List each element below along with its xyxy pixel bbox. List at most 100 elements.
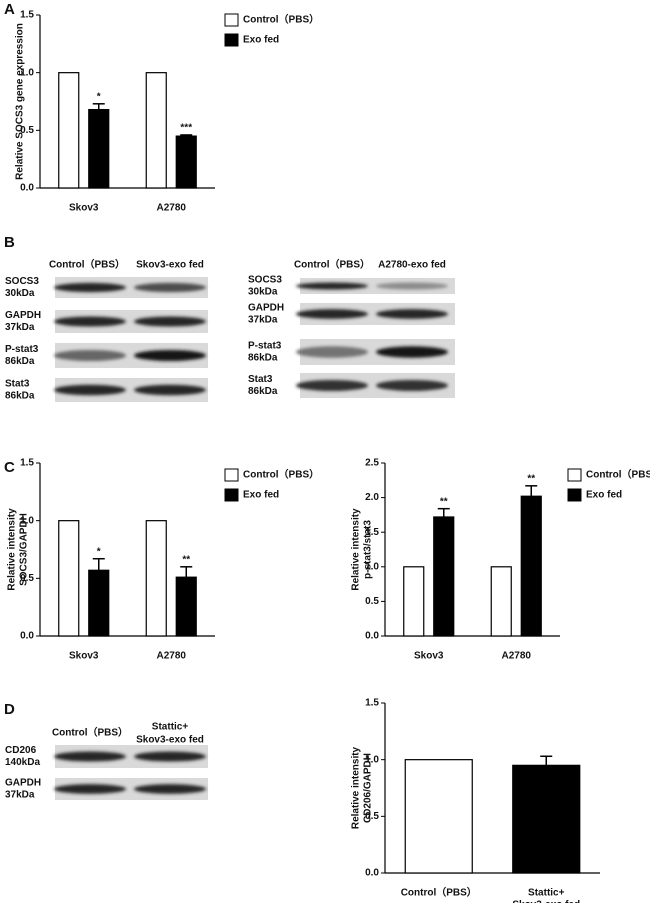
- blot-band: [296, 380, 368, 391]
- blot-column-label: Skov3-exo fed: [136, 260, 204, 271]
- legend-label: Exo fed: [243, 35, 279, 46]
- blot-column-label: Skov3-exo fed: [136, 735, 204, 746]
- legend-swatch: [224, 488, 239, 502]
- blot-band: [296, 346, 368, 358]
- blot-band: [54, 316, 126, 327]
- blot-band: [376, 346, 448, 358]
- bar: [145, 72, 167, 189]
- y-tick-label: 0.0: [365, 631, 379, 642]
- blot-band: [54, 751, 126, 762]
- blot-strip: [55, 310, 208, 333]
- bar: [520, 495, 542, 637]
- blot-row-label: SOCS3: [248, 275, 282, 286]
- bar: [175, 576, 197, 637]
- y-tick-label: 1.0: [20, 515, 34, 526]
- blot-band: [134, 784, 206, 794]
- blot-row-label: 37kDa: [5, 322, 35, 333]
- y-axis-label: Relative intensity: [351, 746, 362, 829]
- bar: [58, 520, 80, 637]
- legend-label: Control（PBS）: [586, 468, 650, 481]
- y-tick-label: 0.5: [365, 596, 379, 607]
- blot-row-label: 86kDa: [5, 356, 35, 367]
- panel-letter: D: [4, 701, 15, 718]
- blot-band: [54, 384, 126, 396]
- bar: [512, 764, 581, 874]
- legend-swatch: [567, 488, 582, 502]
- significance-label: **: [182, 554, 190, 565]
- y-axis-label: SOCS3/GAPDH: [19, 513, 30, 586]
- y-axis-label: p-stat3/stat3: [363, 520, 374, 579]
- blot-band: [54, 282, 126, 293]
- panel-letter: A: [4, 1, 15, 18]
- blot-row-label: Stat3: [5, 379, 30, 390]
- bar: [145, 520, 167, 637]
- x-tick-label: Control（PBS）: [401, 886, 477, 899]
- blot-row-label: 37kDa: [5, 790, 35, 801]
- significance-label: **: [440, 496, 448, 507]
- blot-band: [296, 309, 368, 319]
- blot-band: [134, 316, 206, 327]
- bar: [490, 566, 512, 637]
- legend-swatch: [224, 33, 239, 47]
- y-tick-label: 1.5: [20, 458, 34, 469]
- significance-label: *: [97, 546, 101, 557]
- blot-row-label: Stat3: [248, 374, 273, 385]
- x-tick-label: Skov3: [414, 651, 444, 662]
- blot-row-label: 86kDa: [248, 386, 278, 397]
- legend-label: Control（PBS）: [243, 13, 319, 26]
- blot-strip: [55, 277, 208, 298]
- blot-row-label: 86kDa: [248, 353, 278, 364]
- y-tick-label: 0.0: [365, 868, 379, 879]
- x-tick-label: Stattic+: [528, 888, 565, 899]
- bar: [404, 759, 473, 874]
- blot-row-label: SOCS3: [5, 276, 39, 287]
- y-tick-label: 0.5: [20, 125, 34, 136]
- blot-band: [296, 282, 368, 290]
- blot-band: [134, 751, 206, 762]
- bar: [58, 72, 80, 189]
- y-tick-label: 2.0: [365, 492, 379, 503]
- blot-column-label: Control（PBS）: [49, 258, 125, 271]
- panel-letter: C: [4, 459, 15, 476]
- blot-row-label: GAPDH: [248, 303, 284, 314]
- legend-swatch: [567, 468, 582, 482]
- blot-band: [134, 350, 206, 361]
- y-tick-label: 1.0: [365, 754, 379, 765]
- x-tick-label: A2780: [502, 651, 532, 662]
- y-tick-label: 1.0: [365, 561, 379, 572]
- blot-row-label: 86kDa: [5, 391, 35, 402]
- blot-row-label: 37kDa: [248, 315, 278, 326]
- blot-band: [54, 350, 126, 361]
- blot-band: [376, 380, 448, 391]
- blot-row-label: P-stat3: [248, 341, 282, 352]
- blot-row-label: GAPDH: [5, 778, 41, 789]
- x-tick-label: Skov3-exo fed: [512, 900, 580, 903]
- significance-label: *: [97, 91, 101, 102]
- blot-row-label: GAPDH: [5, 310, 41, 321]
- blot-band: [134, 384, 206, 396]
- blot-band: [54, 784, 126, 794]
- panel-letter: B: [4, 234, 15, 251]
- y-axis-label: Relative SOCS3 gene expression: [15, 23, 26, 180]
- y-tick-label: 1.5: [365, 527, 379, 538]
- legend-swatch: [224, 468, 239, 482]
- legend-label: Control（PBS）: [243, 468, 319, 481]
- blot-strip: [55, 745, 208, 768]
- y-tick-label: 1.5: [365, 698, 379, 709]
- blot-column-label: Control（PBS）: [52, 726, 128, 739]
- blot-column-label: A2780-exo fed: [378, 260, 446, 271]
- y-axis-label: Relative intensity: [351, 508, 362, 591]
- significance-label: **: [527, 473, 535, 484]
- blot-row-label: 30kDa: [248, 287, 278, 298]
- y-axis-label: CD206/GAPDH: [363, 753, 374, 823]
- blot-row-label: P-stat3: [5, 344, 39, 355]
- x-tick-label: A2780: [157, 203, 187, 214]
- blot-strip: [55, 778, 208, 800]
- bar: [433, 516, 455, 637]
- y-tick-label: 0.5: [365, 811, 379, 822]
- legend-label: Exo fed: [243, 490, 279, 501]
- y-tick-label: 0.5: [20, 573, 34, 584]
- y-axis-label: Relative intensity: [7, 508, 18, 591]
- y-tick-label: 0.0: [20, 183, 34, 194]
- bar: [88, 569, 110, 637]
